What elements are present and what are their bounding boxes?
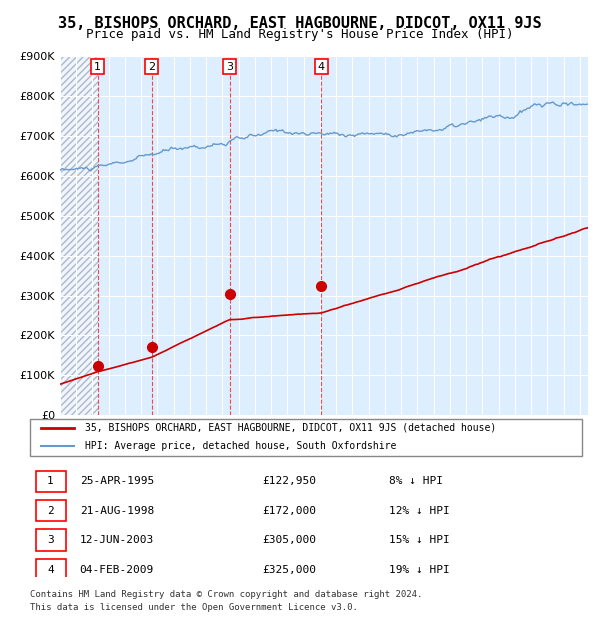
FancyBboxPatch shape: [35, 500, 66, 521]
Text: 1: 1: [47, 476, 54, 486]
Text: £305,000: £305,000: [262, 535, 316, 545]
Text: £122,950: £122,950: [262, 476, 316, 486]
Text: £325,000: £325,000: [262, 565, 316, 575]
FancyBboxPatch shape: [35, 471, 66, 492]
Text: 3: 3: [47, 535, 54, 545]
Text: Contains HM Land Registry data © Crown copyright and database right 2024.: Contains HM Land Registry data © Crown c…: [30, 590, 422, 600]
Text: 19% ↓ HPI: 19% ↓ HPI: [389, 565, 449, 575]
Text: 21-AUG-1998: 21-AUG-1998: [80, 506, 154, 516]
Text: HPI: Average price, detached house, South Oxfordshire: HPI: Average price, detached house, Sout…: [85, 441, 397, 451]
FancyBboxPatch shape: [35, 559, 66, 580]
Bar: [60, 56, 98, 415]
Text: 2: 2: [47, 506, 54, 516]
FancyBboxPatch shape: [35, 529, 66, 551]
Text: 4: 4: [47, 565, 54, 575]
Text: 4: 4: [318, 61, 325, 71]
Text: 35, BISHOPS ORCHARD, EAST HAGBOURNE, DIDCOT, OX11 9JS: 35, BISHOPS ORCHARD, EAST HAGBOURNE, DID…: [58, 16, 542, 30]
Text: 8% ↓ HPI: 8% ↓ HPI: [389, 476, 443, 486]
Text: This data is licensed under the Open Government Licence v3.0.: This data is licensed under the Open Gov…: [30, 603, 358, 612]
Text: 35, BISHOPS ORCHARD, EAST HAGBOURNE, DIDCOT, OX11 9JS (detached house): 35, BISHOPS ORCHARD, EAST HAGBOURNE, DID…: [85, 423, 496, 433]
Text: 3: 3: [226, 61, 233, 71]
Text: 25-APR-1995: 25-APR-1995: [80, 476, 154, 486]
Text: 2: 2: [148, 61, 155, 71]
Text: 12-JUN-2003: 12-JUN-2003: [80, 535, 154, 545]
Text: £172,000: £172,000: [262, 506, 316, 516]
Text: Price paid vs. HM Land Registry's House Price Index (HPI): Price paid vs. HM Land Registry's House …: [86, 28, 514, 41]
Text: 15% ↓ HPI: 15% ↓ HPI: [389, 535, 449, 545]
Text: 04-FEB-2009: 04-FEB-2009: [80, 565, 154, 575]
Text: 12% ↓ HPI: 12% ↓ HPI: [389, 506, 449, 516]
Text: 1: 1: [94, 61, 101, 71]
Bar: [60, 56, 98, 415]
FancyBboxPatch shape: [30, 418, 582, 456]
